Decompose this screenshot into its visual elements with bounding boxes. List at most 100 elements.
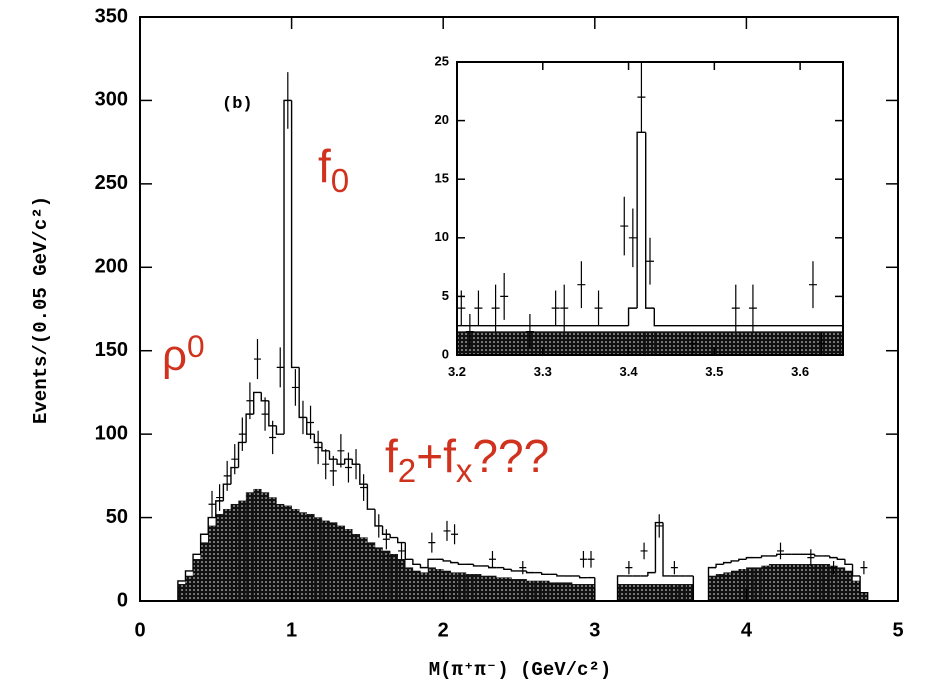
data-point <box>551 290 560 326</box>
data-point <box>474 290 483 326</box>
fit-bin <box>510 569 519 572</box>
fit-bin <box>184 570 194 581</box>
data-point <box>382 529 390 550</box>
fit-bin <box>450 560 459 564</box>
fit-bin <box>738 558 747 561</box>
background-bin <box>821 564 831 602</box>
background-bin <box>367 542 376 602</box>
x-tick-label: 5 <box>892 619 903 641</box>
data-point <box>216 484 224 511</box>
data-point <box>640 542 648 560</box>
fit-bin <box>359 464 368 485</box>
background-bin <box>708 575 717 602</box>
data-point <box>731 284 740 332</box>
background-bin <box>533 580 542 602</box>
annotation-part: f <box>318 140 331 192</box>
background-bin <box>412 570 421 602</box>
fit-bin <box>268 400 277 427</box>
data-point <box>628 208 637 268</box>
background-bin <box>738 569 747 602</box>
data-point <box>860 560 868 575</box>
data-point <box>488 550 496 568</box>
annotation: f0 <box>318 140 349 200</box>
data-point <box>670 560 678 575</box>
fit-bin <box>829 555 838 559</box>
background-bin <box>435 569 444 602</box>
fit-bin <box>336 459 345 465</box>
background-bin <box>636 331 646 356</box>
background-bin <box>647 584 656 602</box>
background-bin <box>677 584 687 602</box>
fit-bin <box>556 574 565 577</box>
background-bin <box>442 570 452 602</box>
background-bin <box>806 564 815 602</box>
fit-bin <box>472 564 482 567</box>
data-point <box>360 474 368 501</box>
fit-bin <box>306 417 315 435</box>
fit-bin <box>707 566 717 601</box>
data-point <box>777 542 785 560</box>
background-bin <box>761 565 770 602</box>
annotation-part: 0 <box>187 328 205 364</box>
y-tick-label: 5 <box>442 288 449 303</box>
data-point <box>646 237 654 285</box>
data-point <box>284 72 292 129</box>
background-bin <box>617 584 626 602</box>
data-point <box>276 347 284 388</box>
fit-bin <box>260 392 269 402</box>
background-bin <box>852 580 861 602</box>
fit-bin <box>851 564 861 577</box>
background-bin <box>397 559 406 602</box>
annotation-part: ??? <box>472 430 549 482</box>
background-bin <box>268 497 277 602</box>
background-bin <box>579 584 588 602</box>
data-point <box>500 272 509 320</box>
background-bin <box>382 550 391 602</box>
fit-bin <box>222 483 231 501</box>
background-bin <box>405 567 414 602</box>
background-bin <box>571 584 580 602</box>
fit-bin <box>541 572 550 576</box>
data-point <box>465 313 474 350</box>
data-point <box>398 542 406 560</box>
background-bin <box>746 567 755 602</box>
background-bin <box>564 582 573 602</box>
fit-bin <box>627 307 638 326</box>
background-bin <box>177 584 186 602</box>
fit-bin <box>662 522 671 577</box>
background-bin <box>276 503 285 602</box>
fit-bin <box>487 565 497 569</box>
data-point <box>807 549 815 566</box>
background-bin <box>185 575 194 602</box>
y-tick-label: 0 <box>117 589 128 611</box>
y-tick-label: 200 <box>95 256 128 278</box>
background-bin <box>420 572 429 602</box>
fit-bin <box>654 521 664 573</box>
background-bin <box>344 529 353 602</box>
background-bin <box>238 500 247 602</box>
data-point <box>269 420 277 455</box>
background-bin <box>723 572 732 602</box>
background-bin <box>837 567 846 602</box>
data-point <box>238 417 246 451</box>
background-bin <box>496 577 505 602</box>
fit-bin <box>647 571 656 576</box>
fit-bin <box>578 575 588 579</box>
data-point <box>577 261 586 309</box>
x-tick-label: 2 <box>438 619 449 641</box>
background-bin <box>730 570 740 602</box>
data-point <box>519 560 527 575</box>
fit-bin <box>192 553 201 571</box>
data-point <box>337 434 345 468</box>
data-point <box>594 290 603 326</box>
annotation-part: 0 <box>331 163 349 200</box>
fit-bin <box>313 434 322 444</box>
fit-bin <box>636 131 646 309</box>
background-bin <box>685 584 694 602</box>
fit-bin <box>381 525 391 535</box>
fit-bin <box>730 560 739 563</box>
fit-bin <box>645 132 655 309</box>
data-point <box>817 331 826 355</box>
annotation-part: x <box>456 453 473 490</box>
fit-bin <box>836 557 845 560</box>
